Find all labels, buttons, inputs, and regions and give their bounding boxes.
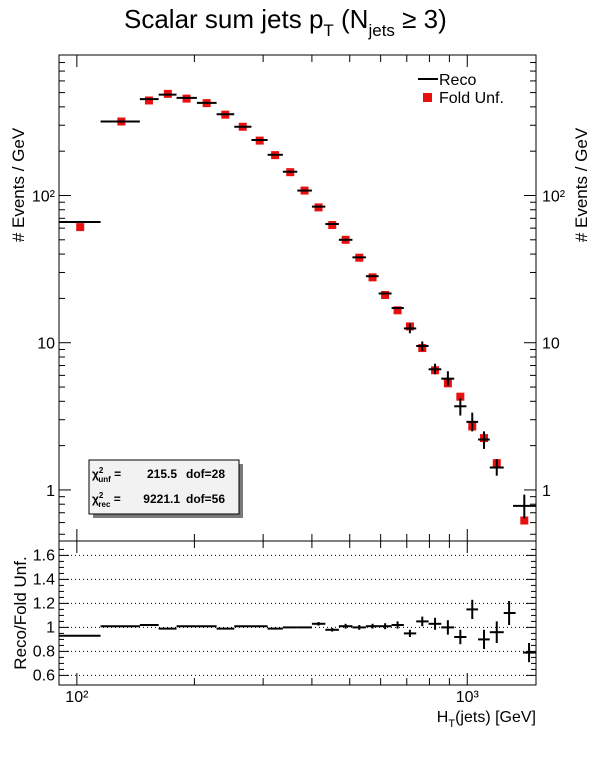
y-tick-label-left: 1 (46, 483, 55, 500)
x-axis-label: HT(jets) [GeV] (437, 709, 536, 730)
ratio-tick-label: 1 (46, 619, 55, 636)
chi2-rec-value: 9221.1 (143, 492, 180, 506)
ratio-tick-label: 0.6 (33, 667, 55, 684)
ratio-plot-frame (58, 540, 537, 686)
fold-unf-point (381, 290, 390, 299)
ratio-tick-label: 0.8 (33, 643, 55, 660)
ratio-tick-label: 1.4 (33, 571, 55, 588)
stats-box-frame (88, 459, 240, 515)
fold-unf-point (456, 392, 465, 401)
data-marks (59, 89, 536, 663)
legend-reco-label: Reco (439, 72, 476, 89)
ratio-tick-label: 1.6 (33, 547, 55, 564)
chi2-unf-dof: dof=28 (186, 467, 225, 481)
y-tick-label-left: 10 (37, 336, 55, 353)
fold-unf-point (520, 516, 529, 525)
legend-fold-label: Fold Unf. (439, 90, 504, 107)
legend: Reco Fold Unf. (418, 72, 504, 107)
ratio-grid (59, 554, 536, 676)
y-tick-label-left: 10² (32, 188, 56, 205)
chi2-rec-dof: dof=56 (186, 492, 225, 506)
fold-unf-point (76, 223, 85, 232)
y-axis-label-right: # Events / GeV (572, 127, 591, 242)
x-tick-label: 10³ (456, 689, 480, 706)
y-tick-label-right: 10 (542, 336, 560, 353)
fold-unf-point (328, 221, 337, 230)
fold-unf-point (144, 96, 153, 105)
fold-unf-point (393, 306, 402, 315)
y-tick-label-right: 1 (542, 483, 551, 500)
axis-ticks: 1 1 10 10 10² 10² 10² 10³ 0.6 0.8 1 1.2 1.4 1.6 (32, 54, 566, 706)
y-axis-label-left: # Events / GeV (9, 127, 28, 242)
chi2-unf-label: χ2 unf = (92, 466, 121, 484)
y-tick-label-right: 10² (542, 188, 566, 205)
legend-fold-marker (423, 93, 432, 102)
chi2-unf-value: 215.5 (147, 467, 177, 481)
fold-unf-point (368, 273, 377, 282)
x-tick-label: 10² (65, 689, 89, 706)
ratio-y-axis-label: Reco/Fold Unf. (11, 556, 30, 669)
chi2-rec-label: χ2 rec = (92, 491, 121, 509)
ratio-tick-label: 1.2 (33, 595, 55, 612)
chi2-stats-box: χ2 unf = 215.5 dof=28 χ2 rec = 9221.1 dof=… (88, 459, 243, 518)
chart-title: Scalar sum jets pT (Njets ≥ 3) (124, 4, 447, 40)
